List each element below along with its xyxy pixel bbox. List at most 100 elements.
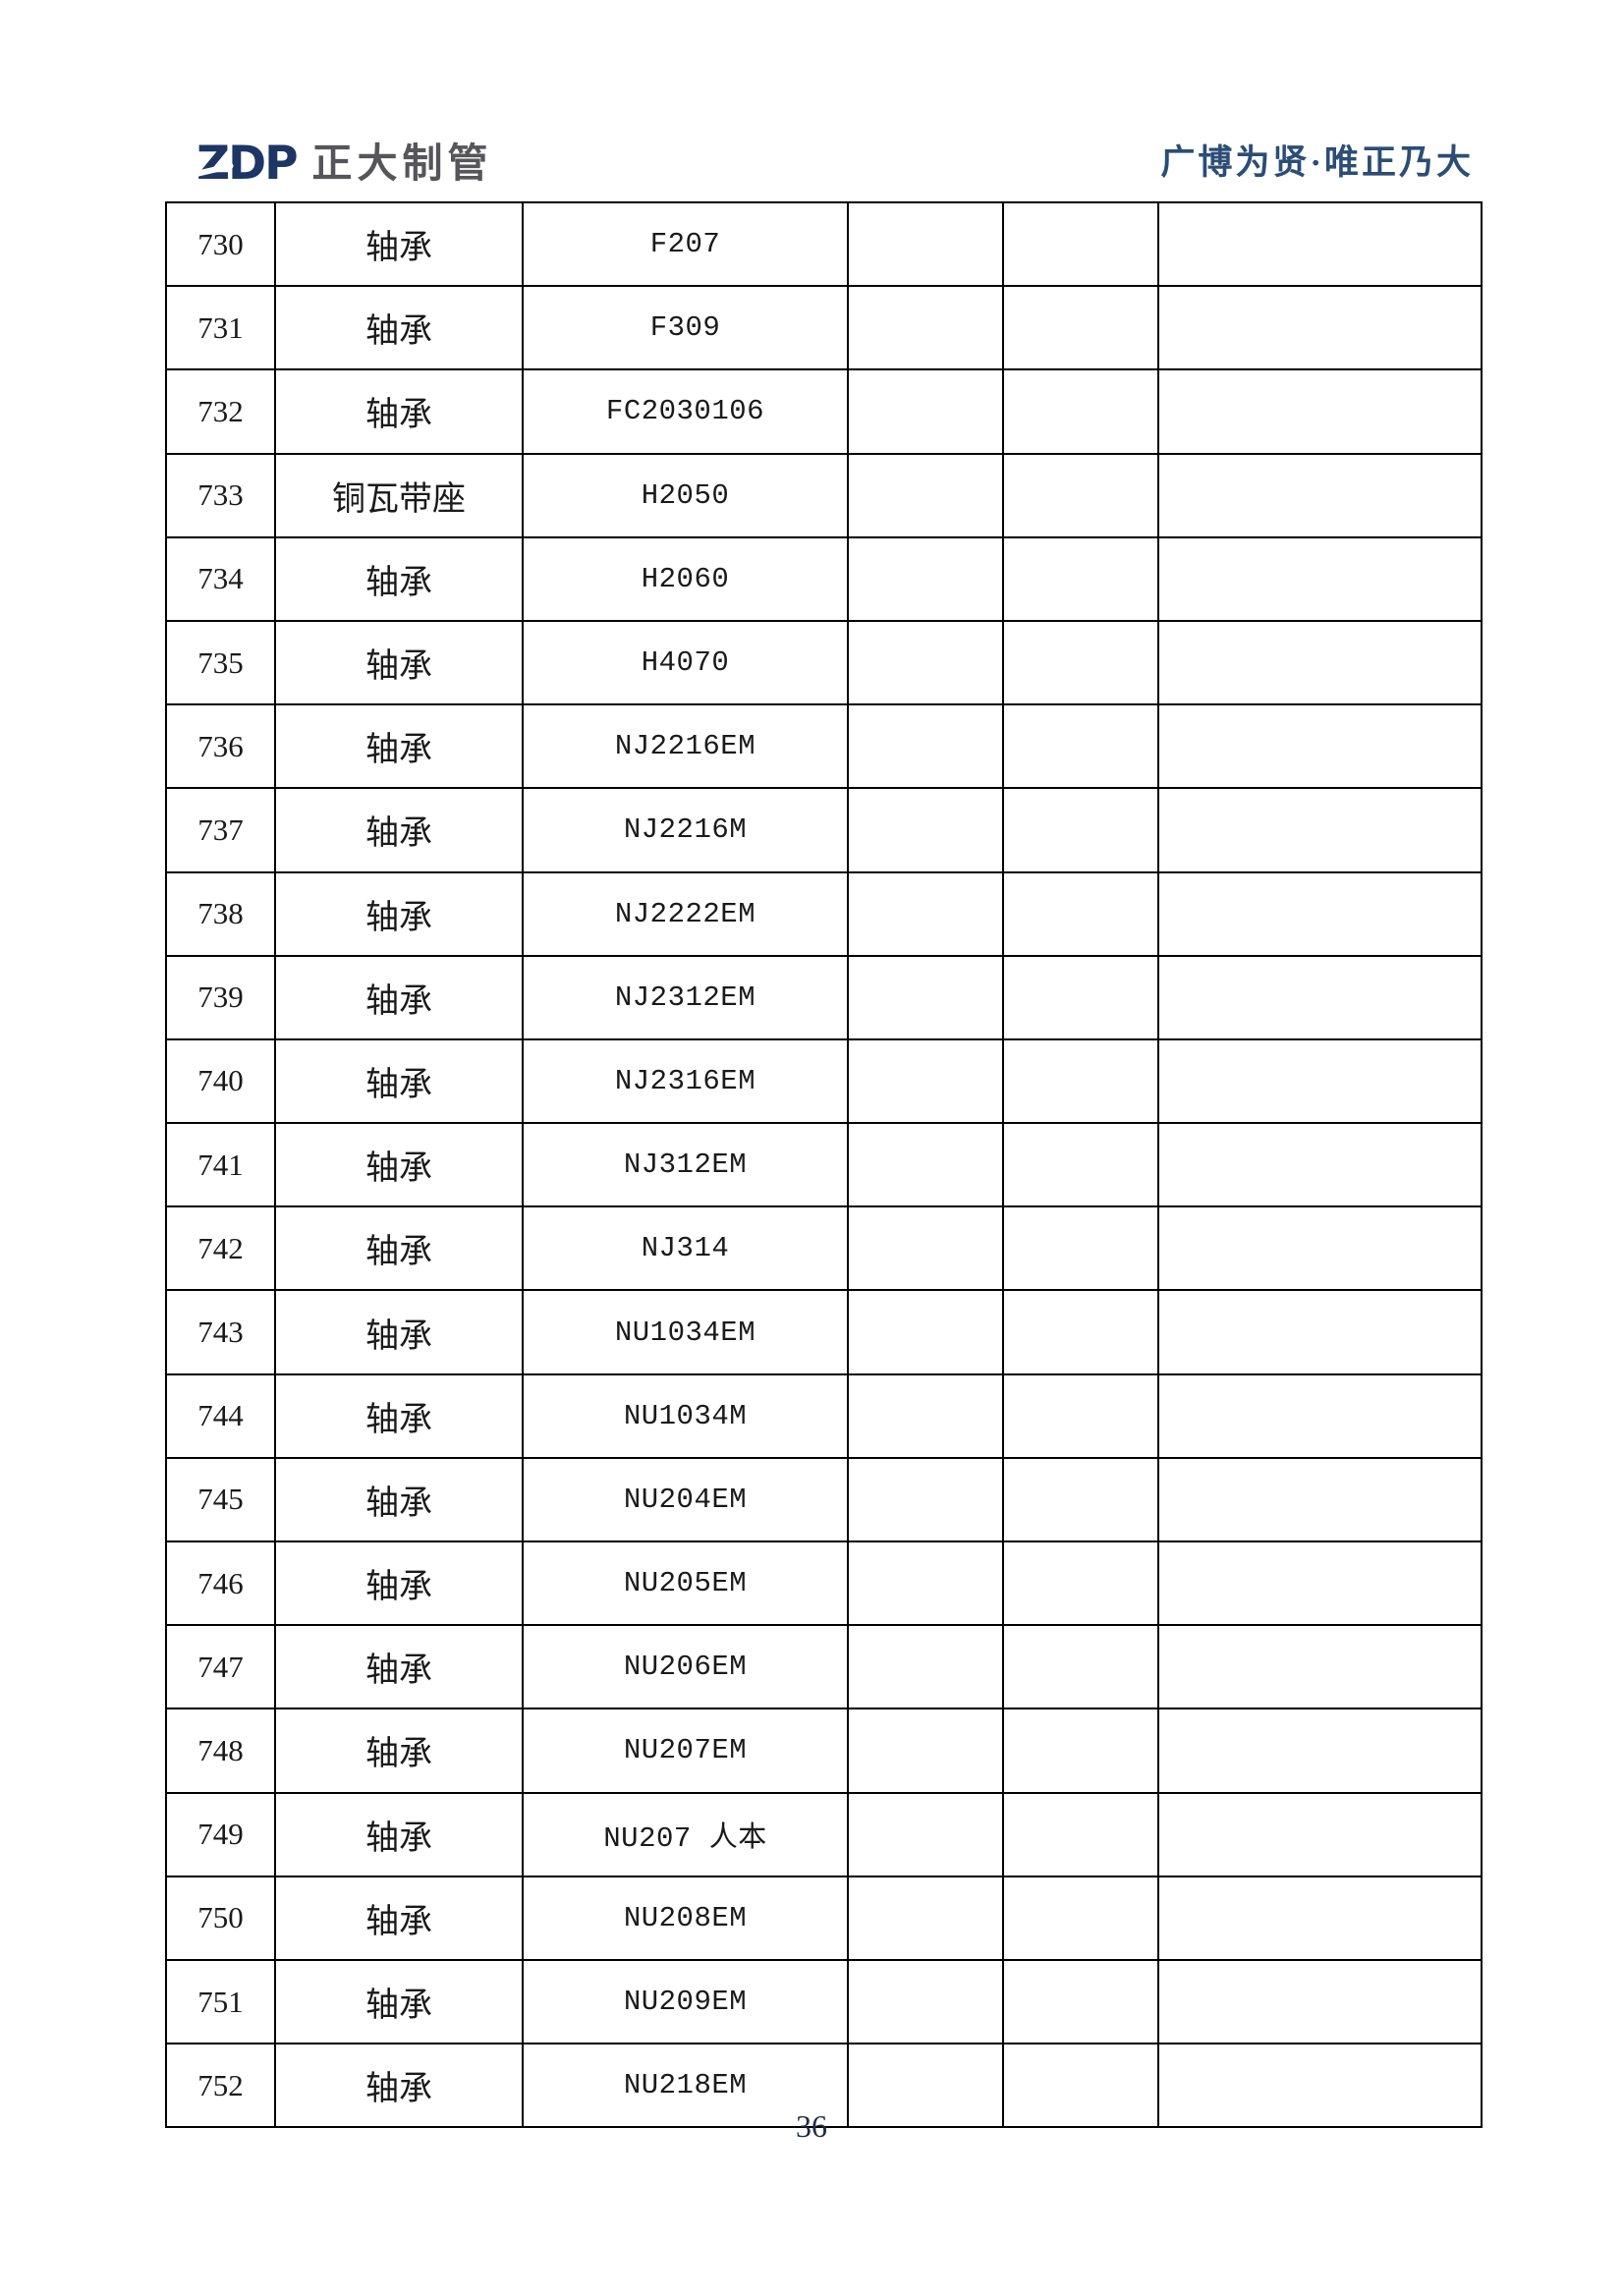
row-number-cell: 739	[165, 954, 276, 1040]
empty-cell	[1157, 870, 1483, 957]
table-row: 750 轴承 NU208EM	[165, 1875, 1483, 1961]
table-row: 744 轴承 NU1034M	[165, 1372, 1483, 1459]
part-name-cell: 轴承	[274, 285, 524, 371]
row-number-cell: 736	[165, 703, 276, 790]
empty-cell	[1002, 452, 1159, 538]
part-name-cell: 轴承	[274, 1958, 524, 2045]
part-model-cell: NJ2316EM	[522, 1037, 849, 1125]
part-name-cell: 轴承	[274, 1122, 524, 1208]
empty-cell	[1157, 1875, 1483, 1961]
empty-cell	[847, 1624, 1004, 1710]
empty-cell	[1002, 619, 1159, 706]
empty-cell	[847, 452, 1004, 538]
table-row: 734 轴承 H2060	[165, 535, 1483, 622]
empty-cell	[847, 1037, 1004, 1125]
empty-cell	[847, 1372, 1004, 1459]
empty-cell	[847, 1456, 1004, 1543]
table-row: 736 轴承 NJ2216EM	[165, 703, 1483, 790]
row-number-cell: 746	[165, 1540, 276, 1627]
part-name-cell: 轴承	[274, 703, 524, 790]
page-number: 36	[796, 2108, 827, 2144]
part-name-cell: 轴承	[274, 1540, 524, 1627]
table-row: 737 轴承 NJ2216M	[165, 787, 1483, 873]
table-row: 733 铜瓦带座 H2050	[165, 452, 1483, 538]
row-number-cell: 747	[165, 1624, 276, 1710]
part-model-cell: NU1034EM	[522, 1289, 849, 1375]
row-number-cell: 750	[165, 1875, 276, 1961]
part-name-cell: 轴承	[274, 1875, 524, 1961]
row-number-cell: 748	[165, 1708, 276, 1794]
parts-table: 730 轴承 F207 731 轴承 F309 732 轴承 FC2030106 733 铜瓦带座 H…	[165, 200, 1483, 2129]
part-name-cell: 轴承	[274, 2043, 524, 2129]
empty-cell	[1002, 2043, 1159, 2129]
empty-cell	[1002, 1791, 1159, 1877]
table-row: 741 轴承 NJ312EM	[165, 1122, 1483, 1208]
table-row: 730 轴承 F207	[165, 200, 1483, 288]
part-model-cell: NJ2216EM	[522, 703, 849, 790]
empty-cell	[1157, 1205, 1483, 1292]
part-name-cell: 轴承	[274, 1289, 524, 1375]
empty-cell	[1157, 619, 1483, 706]
row-number-cell: 732	[165, 368, 276, 455]
empty-cell	[847, 703, 1004, 790]
part-model-cell: H2050	[522, 452, 849, 538]
empty-cell	[1002, 1122, 1159, 1208]
part-name-cell: 轴承	[274, 1791, 524, 1877]
table-body: 730 轴承 F207 731 轴承 F309 732 轴承 FC2030106 733 铜瓦带座 H…	[165, 200, 1483, 2129]
empty-cell	[1157, 535, 1483, 622]
empty-cell	[1157, 1624, 1483, 1710]
empty-cell	[847, 1958, 1004, 2045]
row-number-cell: 743	[165, 1289, 276, 1375]
part-name-cell: 轴承	[274, 535, 524, 622]
part-model-cell: NJ312EM	[522, 1122, 849, 1208]
empty-cell	[847, 368, 1004, 455]
empty-cell	[847, 1289, 1004, 1375]
empty-cell	[1157, 1372, 1483, 1459]
empty-cell	[847, 870, 1004, 957]
row-number-cell: 742	[165, 1205, 276, 1292]
part-model-cell: F309	[522, 285, 849, 371]
company-tagline: 广博为贤·唯正乃大	[1160, 143, 1474, 182]
empty-cell	[847, 1708, 1004, 1794]
empty-cell	[1002, 1456, 1159, 1543]
empty-cell	[1002, 1205, 1159, 1292]
part-name-cell: 轴承	[274, 1456, 524, 1543]
part-model-cell: NU204EM	[522, 1456, 849, 1543]
logo-zdp-text: ZDP	[196, 136, 299, 191]
part-model-cell: NU209EM	[522, 1958, 849, 2045]
table-row: 731 轴承 F309	[165, 285, 1483, 371]
part-model-cell: NJ314	[522, 1205, 849, 1292]
row-number-cell: 745	[165, 1456, 276, 1543]
empty-cell	[1157, 452, 1483, 538]
empty-cell	[1157, 200, 1483, 288]
empty-cell	[1002, 535, 1159, 622]
row-number-cell: 751	[165, 1958, 276, 2045]
part-name-cell: 铜瓦带座	[274, 452, 524, 538]
empty-cell	[847, 285, 1004, 371]
part-name-cell: 轴承	[274, 787, 524, 873]
part-model-cell: F207	[522, 200, 849, 288]
row-number-cell: 735	[165, 619, 276, 706]
row-number-cell: 749	[165, 1791, 276, 1877]
empty-cell	[1157, 368, 1483, 455]
part-model-cell: FC2030106	[522, 368, 849, 455]
part-name-cell: 轴承	[274, 1708, 524, 1794]
empty-cell	[847, 1875, 1004, 1961]
row-number-cell: 731	[165, 285, 276, 371]
part-name-cell: 轴承	[274, 1624, 524, 1710]
row-number-cell: 752	[165, 2043, 276, 2129]
part-name-cell: 轴承	[274, 870, 524, 957]
empty-cell	[847, 1205, 1004, 1292]
table-row: 743 轴承 NU1034EM	[165, 1289, 1483, 1375]
empty-cell	[1002, 787, 1159, 873]
part-model-cell: NJ2312EM	[522, 954, 849, 1040]
table-row: 747 轴承 NU206EM	[165, 1624, 1483, 1710]
table-row: 742 轴承 NJ314	[165, 1205, 1483, 1292]
empty-cell	[1157, 285, 1483, 371]
empty-cell	[847, 1791, 1004, 1877]
empty-cell	[847, 787, 1004, 873]
empty-cell	[847, 954, 1004, 1040]
empty-cell	[1157, 1791, 1483, 1877]
part-model-cell: NU208EM	[522, 1875, 849, 1961]
table-row: 749 轴承 NU207 人本	[165, 1791, 1483, 1877]
